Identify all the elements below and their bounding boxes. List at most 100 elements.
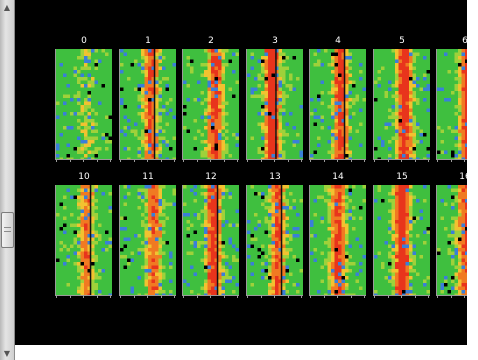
heatmap-cell (151, 91, 156, 95)
heatmap-cell (123, 133, 128, 137)
heatmap-cell (257, 63, 262, 67)
heatmap-cell (391, 66, 396, 71)
heatmap-cell (137, 213, 142, 217)
heatmap-cell (94, 63, 99, 67)
heatmap-cell (458, 59, 462, 64)
heatmap-cell (299, 73, 303, 78)
heatmap-cell (200, 87, 205, 92)
heatmap-cell (250, 63, 255, 67)
heatmap-cell (56, 91, 60, 95)
heatmap-cell (341, 84, 346, 88)
heatmap-cell (141, 209, 145, 214)
heatmap-cell (296, 140, 300, 144)
heatmap-cell (165, 237, 170, 242)
heatmap-cell (437, 87, 441, 92)
heatmap-cell (158, 230, 163, 235)
heatmap-cell (214, 94, 219, 99)
heatmap-cell (130, 230, 135, 235)
heatmap-cell (127, 52, 131, 57)
heatmap-cell (130, 70, 135, 74)
heatmap-cell (66, 199, 71, 203)
heatmap-cell (282, 91, 286, 95)
heatmap-cell (268, 94, 272, 99)
heatmap-cell (98, 147, 102, 151)
heatmap-cell (225, 126, 229, 130)
heatmap-cell (447, 157, 452, 159)
heatmap-cell (268, 59, 272, 64)
vertical-scrollbar[interactable]: ▲ ▼ (0, 0, 15, 360)
heatmap-cell (59, 276, 64, 280)
heatmap-cell (169, 206, 173, 210)
heatmap-cell (447, 94, 452, 99)
heatmap-cell (275, 84, 279, 88)
heatmap-cell (377, 122, 382, 127)
heatmap-cell (183, 129, 187, 134)
heatmap-cell (338, 133, 342, 137)
heatmap-cell (292, 147, 297, 151)
heatmap-cell (355, 136, 360, 141)
heatmap-cell (362, 59, 366, 64)
heatmap-cell (317, 112, 321, 116)
heatmap-cell (228, 98, 233, 102)
heatmap-cell (183, 223, 187, 228)
heatmap-cell (374, 115, 378, 120)
heatmap-cell (105, 94, 109, 99)
heatmap-cell (148, 77, 152, 81)
heatmap-cell (313, 52, 318, 57)
heatmap-cell (56, 147, 60, 151)
heatmap-cell (454, 140, 459, 144)
heatmap-cell (200, 108, 205, 113)
heatmap-cell (63, 213, 67, 217)
heatmap-cell (56, 63, 60, 67)
heatmap-cell (162, 244, 166, 249)
heatmap-cell (105, 112, 109, 116)
heatmap-cell (94, 286, 99, 291)
heatmap-cell (299, 157, 303, 159)
heatmap-cell (186, 49, 191, 53)
heatmap-cell (327, 150, 332, 155)
heatmap-cell (313, 147, 318, 151)
heatmap-cell (232, 248, 236, 252)
heatmap-cell (296, 147, 300, 151)
heatmap-cell (169, 56, 173, 60)
heatmap-cell (190, 251, 194, 256)
heatmap-cell (162, 49, 166, 53)
heatmap-cell (186, 112, 191, 116)
heatmap-cell (458, 115, 462, 120)
heatmap-cell (362, 63, 366, 67)
heatmap-cell (296, 56, 300, 60)
heatmap-cell (310, 108, 314, 113)
heatmap-cell (66, 157, 71, 159)
scroll-thumb[interactable] (1, 212, 14, 248)
heatmap-cell (310, 147, 314, 151)
heatmap-cell (214, 112, 219, 116)
heatmap-cell (141, 258, 145, 263)
heatmap-cell (165, 133, 170, 137)
heatmap-cell (289, 133, 293, 137)
heatmap-cell (405, 91, 410, 95)
heatmap-cell (80, 98, 85, 102)
heatmap-cell (169, 237, 173, 242)
heatmap-cell (56, 216, 60, 221)
heatmap-cell (218, 140, 222, 144)
heatmap-cell (98, 199, 102, 203)
heatmap-cell (228, 223, 233, 228)
heatmap-cell (144, 49, 149, 53)
heatmap-cell (158, 220, 163, 224)
heatmap-cell (141, 77, 145, 81)
scroll-down-icon[interactable]: ▼ (3, 348, 11, 358)
heatmap-cell (275, 98, 279, 102)
heatmap-cell (317, 150, 321, 155)
heatmap-cell (190, 213, 194, 217)
heatmap-cell (197, 227, 201, 231)
heatmap-cell (56, 77, 60, 81)
heatmap-cell (172, 91, 176, 95)
heatmap-cell (254, 91, 258, 95)
heatmap-cell (73, 195, 78, 200)
heatmap-cell (84, 213, 88, 217)
scroll-up-icon[interactable]: ▲ (3, 2, 11, 12)
heatmap-cell (211, 230, 215, 235)
heatmap-cell (94, 66, 99, 71)
heatmap-cell (299, 140, 303, 144)
heatmap-cell (80, 220, 85, 224)
